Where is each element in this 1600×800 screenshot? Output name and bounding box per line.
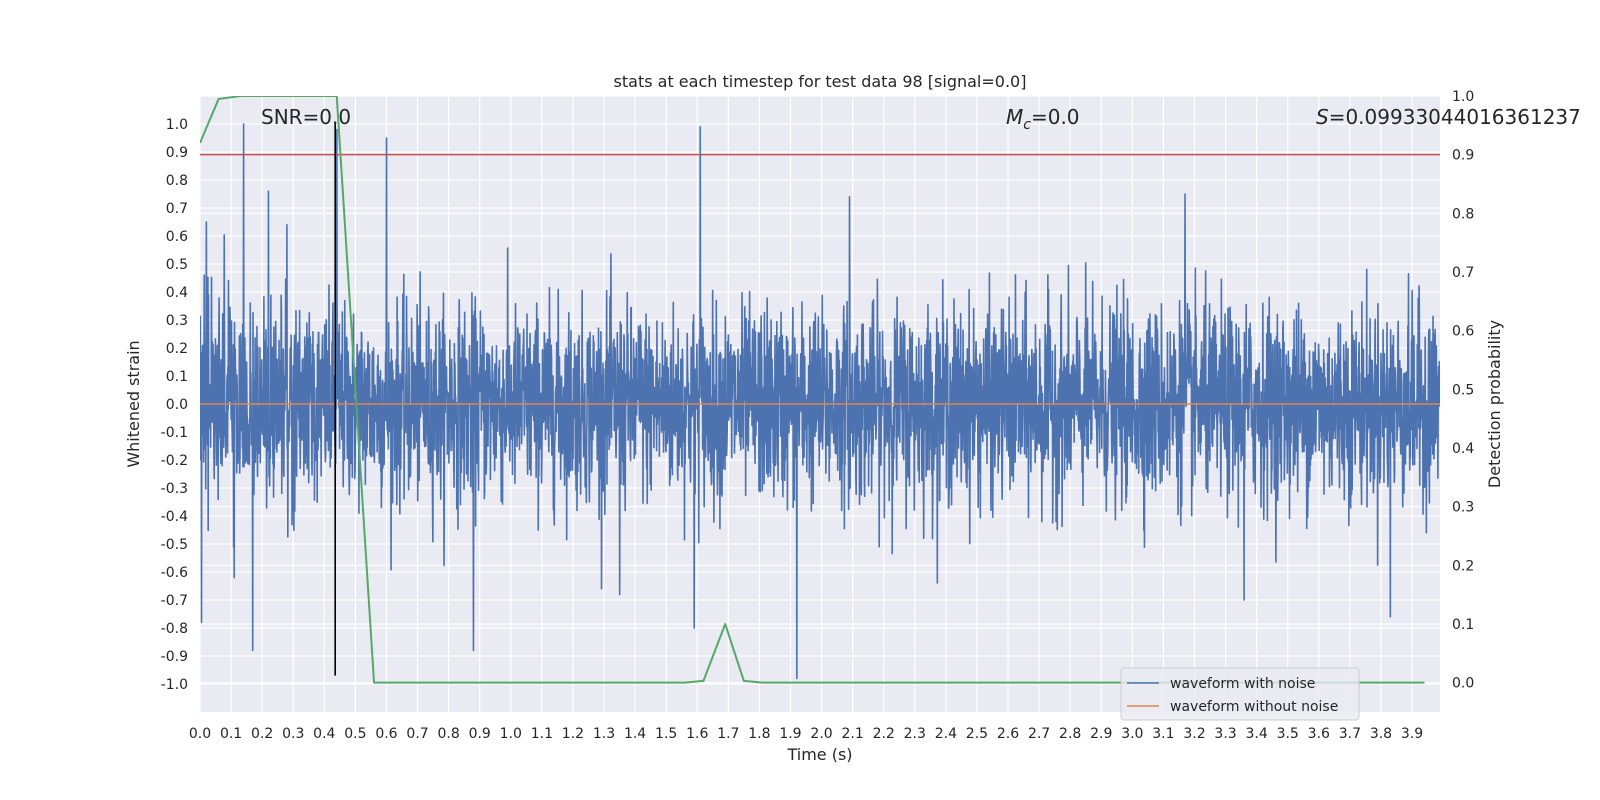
y-tick-label: 0.5 bbox=[166, 257, 188, 273]
y-tick-label: -0.2 bbox=[161, 453, 188, 469]
y2-tick-label: 0.9 bbox=[1452, 148, 1474, 164]
legend: waveform with noise waveform without noi… bbox=[1120, 667, 1360, 721]
y2-tick-label: 0.1 bbox=[1452, 617, 1474, 633]
x-tick-label: 2.1 bbox=[841, 726, 863, 742]
x-tick-label: 0.8 bbox=[437, 726, 459, 742]
legend-box bbox=[1120, 667, 1360, 721]
y-tick-label: 0.3 bbox=[166, 313, 188, 329]
x-tick-label: 1.1 bbox=[531, 726, 553, 742]
x-tick-label: 0.4 bbox=[313, 726, 335, 742]
legend-label-clean: waveform without noise bbox=[1170, 699, 1338, 715]
y-tick-label: 0.7 bbox=[166, 201, 188, 217]
x-tick-label: 0.1 bbox=[220, 726, 242, 742]
y-tick-label: 0.8 bbox=[166, 173, 188, 189]
legend-label-noise: waveform with noise bbox=[1170, 676, 1315, 692]
y2-axis-ticks: 0.0 0.1 0.2 0.3 0.4 0.5 0.6 0.7 0.8 0.9 1.0 bbox=[1452, 89, 1474, 692]
x-tick-label: 3.4 bbox=[1246, 726, 1268, 742]
y-tick-label: 0.6 bbox=[166, 229, 188, 245]
y-tick-label: -1.0 bbox=[161, 677, 188, 693]
y-tick-label: -0.1 bbox=[161, 425, 188, 441]
y-tick-label: 0.2 bbox=[166, 341, 188, 357]
y2-tick-label: 0.3 bbox=[1452, 500, 1474, 516]
x-tick-label: 2.5 bbox=[966, 726, 988, 742]
x-tick-label: 3.3 bbox=[1214, 726, 1236, 742]
y-tick-label: 0.0 bbox=[166, 397, 188, 413]
x-tick-label: 2.3 bbox=[904, 726, 926, 742]
chart-title: stats at each timestep for test data 98 … bbox=[614, 72, 1027, 91]
y-tick-label: -0.7 bbox=[161, 593, 188, 609]
y2-tick-label: 0.4 bbox=[1452, 441, 1474, 457]
x-tick-label: 2.0 bbox=[810, 726, 832, 742]
y-axis-ticks: -1.0 -0.9 -0.8 -0.7 -0.6 -0.5 -0.4 -0.3 -0.2 -0.1… bbox=[161, 117, 188, 693]
y-tick-label: 1.0 bbox=[166, 117, 188, 133]
x-tick-label: 2.9 bbox=[1090, 726, 1112, 742]
y2-tick-label: 0.2 bbox=[1452, 558, 1474, 574]
y2-tick-label: 0.6 bbox=[1452, 324, 1474, 340]
x-tick-label: 1.9 bbox=[779, 726, 801, 742]
y-tick-label: -0.5 bbox=[161, 537, 188, 553]
y2-axis-label: Detection probability bbox=[1485, 320, 1504, 488]
x-tick-label: 0.3 bbox=[282, 726, 304, 742]
x-tick-label: 0.9 bbox=[469, 726, 491, 742]
x-tick-label: 1.3 bbox=[593, 726, 615, 742]
x-tick-label: 3.0 bbox=[1121, 726, 1143, 742]
x-tick-label: 3.2 bbox=[1183, 726, 1205, 742]
x-tick-label: 3.7 bbox=[1339, 726, 1361, 742]
y2-tick-label: 0.0 bbox=[1452, 676, 1474, 692]
x-tick-label: 1.7 bbox=[717, 726, 739, 742]
y2-tick-label: 0.7 bbox=[1452, 265, 1474, 281]
plot-clip-group bbox=[200, 96, 1440, 684]
x-tick-label: 1.6 bbox=[686, 726, 708, 742]
y-axis-label: Whitened strain bbox=[124, 340, 143, 467]
x-tick-label: 1.5 bbox=[655, 726, 677, 742]
x-tick-label: 0.2 bbox=[251, 726, 273, 742]
x-tick-label: 1.8 bbox=[748, 726, 770, 742]
plot-area bbox=[200, 96, 1440, 684]
x-tick-label: 2.4 bbox=[935, 726, 957, 742]
x-tick-label: 0.7 bbox=[406, 726, 428, 742]
y2-tick-label: 0.5 bbox=[1452, 382, 1474, 398]
y-tick-label: -0.6 bbox=[161, 565, 188, 581]
y2-tick-label: 1.0 bbox=[1452, 89, 1474, 105]
x-axis-label: Time (s) bbox=[786, 745, 852, 764]
x-tick-label: 1.2 bbox=[562, 726, 584, 742]
x-tick-label: 0.5 bbox=[344, 726, 366, 742]
x-tick-label: 2.7 bbox=[1028, 726, 1050, 742]
series-line-detection-probability bbox=[200, 96, 1425, 684]
x-axis-ticks: 0.0 0.1 0.2 0.3 0.4 0.5 0.6 0.7 0.8 0.9 1.0 1.1 1.2 1… bbox=[189, 726, 1423, 742]
x-tick-label: 1.0 bbox=[500, 726, 522, 742]
x-tick-label: 0.0 bbox=[189, 726, 211, 742]
y-tick-label: 0.1 bbox=[166, 369, 188, 385]
x-tick-label: 2.2 bbox=[873, 726, 895, 742]
y-tick-label: -0.3 bbox=[161, 481, 188, 497]
snr-annotation: SNR=0.0 bbox=[261, 105, 351, 129]
x-tick-label: 0.6 bbox=[375, 726, 397, 742]
x-tick-label: 3.9 bbox=[1401, 726, 1423, 742]
y-tick-label: -0.9 bbox=[161, 649, 188, 665]
x-tick-label: 2.8 bbox=[1059, 726, 1081, 742]
x-tick-label: 3.5 bbox=[1277, 726, 1299, 742]
x-tick-label: 3.6 bbox=[1308, 726, 1330, 742]
x-tick-label: 3.8 bbox=[1370, 726, 1392, 742]
s-annotation: S=0.09933044016361237 bbox=[1316, 105, 1581, 129]
x-tick-label: 2.6 bbox=[997, 726, 1019, 742]
y-tick-label: 0.9 bbox=[166, 145, 188, 161]
y-tick-label: -0.8 bbox=[161, 621, 188, 637]
x-tick-label: 3.1 bbox=[1152, 726, 1174, 742]
y2-tick-label: 0.8 bbox=[1452, 206, 1474, 222]
x-tick-label: 1.4 bbox=[624, 726, 646, 742]
y-tick-label: 0.4 bbox=[166, 285, 188, 301]
chirp-mass-annotation: Mc=0.0 bbox=[1006, 105, 1080, 133]
y-tick-label: -0.4 bbox=[161, 509, 188, 525]
